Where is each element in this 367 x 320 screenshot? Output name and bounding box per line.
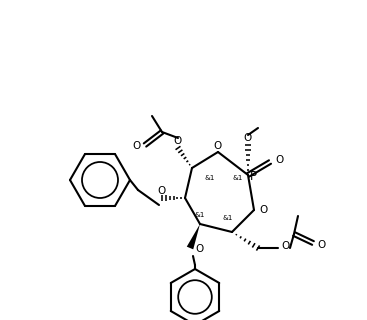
- Text: &1: &1: [205, 175, 215, 181]
- Text: O: O: [318, 240, 326, 250]
- Text: O: O: [282, 241, 290, 251]
- Text: P: P: [250, 170, 257, 182]
- Text: &1: &1: [233, 175, 243, 181]
- Text: &1: &1: [195, 212, 205, 218]
- Polygon shape: [187, 224, 200, 249]
- Text: O: O: [243, 133, 251, 143]
- Text: O: O: [275, 155, 283, 165]
- Text: O: O: [132, 141, 140, 151]
- Text: O: O: [259, 205, 267, 215]
- Text: O: O: [173, 136, 181, 146]
- Text: O: O: [157, 186, 165, 196]
- Text: O: O: [213, 141, 221, 151]
- Text: O: O: [195, 244, 203, 254]
- Text: &1: &1: [223, 215, 233, 221]
